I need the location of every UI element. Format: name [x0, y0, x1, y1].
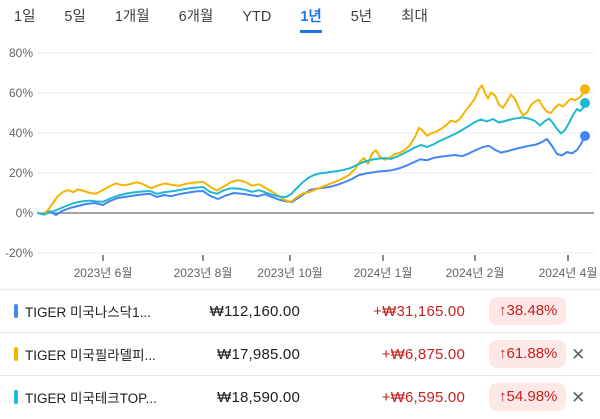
tab-1y[interactable]: 1년: [300, 9, 322, 33]
remove-ticker-button[interactable]: ✕: [571, 387, 586, 407]
close-slot: ✕: [566, 387, 590, 408]
ticker-legend: TIGER 미국나스닥1... ₩112,160.00 +₩31,165.00 …: [0, 289, 600, 418]
ticker-row-nasdaq100[interactable]: TIGER 미국나스닥1... ₩112,160.00 +₩31,165.00 …: [0, 289, 600, 332]
y-axis-label: 60%: [9, 86, 33, 100]
change-percent-badge: ↑38.48%: [489, 297, 567, 325]
ticker-name[interactable]: TIGER 미국나스닥1...: [25, 305, 151, 320]
ticker-change-amount: +₩6,595.00: [381, 388, 465, 406]
series-end-dot: [580, 84, 590, 95]
ticker-price: ₩18,590.00: [217, 388, 300, 406]
change-percent-badge: ↑54.98%: [489, 383, 567, 411]
y-axis-label: 20%: [9, 166, 33, 180]
tab-max[interactable]: 최대: [401, 9, 428, 25]
tab-6m[interactable]: 6개월: [178, 9, 214, 25]
ticker-row-tech-top10[interactable]: TIGER 미국테크TOP... ₩18,590.00 +₩6,595.00 ↑…: [0, 375, 600, 418]
y-axis-label: 40%: [9, 126, 33, 140]
x-axis-label: 2024년 2월: [446, 266, 505, 280]
series-color-marker: [14, 304, 18, 318]
tab-1d[interactable]: 1일: [14, 9, 36, 25]
y-axis-label: 0%: [16, 206, 34, 220]
series-end-dot: [580, 98, 590, 108]
time-range-tabbar: 1일 5일 1개월 6개월 YTD 1년 5년 최대: [0, 0, 600, 36]
y-axis-label: 80%: [9, 46, 33, 60]
series-end-dot: [580, 131, 590, 141]
x-axis-label: 2024년 4월: [539, 266, 598, 280]
ticker-change-amount: +₩6,875.00: [381, 345, 465, 363]
x-axis-label: 2023년 6월: [74, 266, 133, 280]
series-color-marker: [14, 347, 18, 361]
ticker-name[interactable]: TIGER 미국필라델피...: [25, 348, 156, 363]
remove-ticker-button[interactable]: ✕: [571, 344, 586, 364]
price-chart-svg[interactable]: 80% 60% 40% 20% 0% -20% 2023년 6월 2023년 8월 2023년 …: [0, 36, 600, 289]
price-chart[interactable]: 80% 60% 40% 20% 0% -20% 2023년 6월 2023년 8월 2023년 …: [0, 36, 600, 289]
y-axis-label: -20%: [5, 246, 33, 260]
tab-5y[interactable]: 5년: [350, 9, 373, 25]
tab-ytd[interactable]: YTD: [242, 9, 272, 25]
ticker-row-philadelphia-semi[interactable]: TIGER 미국필라델피... ₩17,985.00 +₩6,875.00 ↑6…: [0, 332, 600, 375]
ticker-change-amount: +₩31,165.00: [373, 302, 465, 320]
tab-5d[interactable]: 5일: [64, 9, 86, 25]
series-color-marker: [14, 390, 18, 404]
series-line: [37, 102, 586, 216]
change-percent-badge: ↑61.88%: [489, 340, 567, 368]
ticker-price: ₩17,985.00: [217, 345, 300, 363]
x-axis-label: 2023년 10월: [257, 266, 322, 280]
ticker-price: ₩112,160.00: [209, 302, 300, 320]
ticker-name[interactable]: TIGER 미국테크TOP...: [25, 391, 157, 406]
series-line: [37, 135, 586, 216]
close-slot: ✕: [566, 344, 590, 365]
x-axis-label: 2023년 8월: [174, 266, 233, 280]
series-line: [37, 84, 586, 215]
x-axis-label: 2024년 1월: [354, 266, 413, 280]
tab-1m[interactable]: 1개월: [114, 9, 150, 25]
